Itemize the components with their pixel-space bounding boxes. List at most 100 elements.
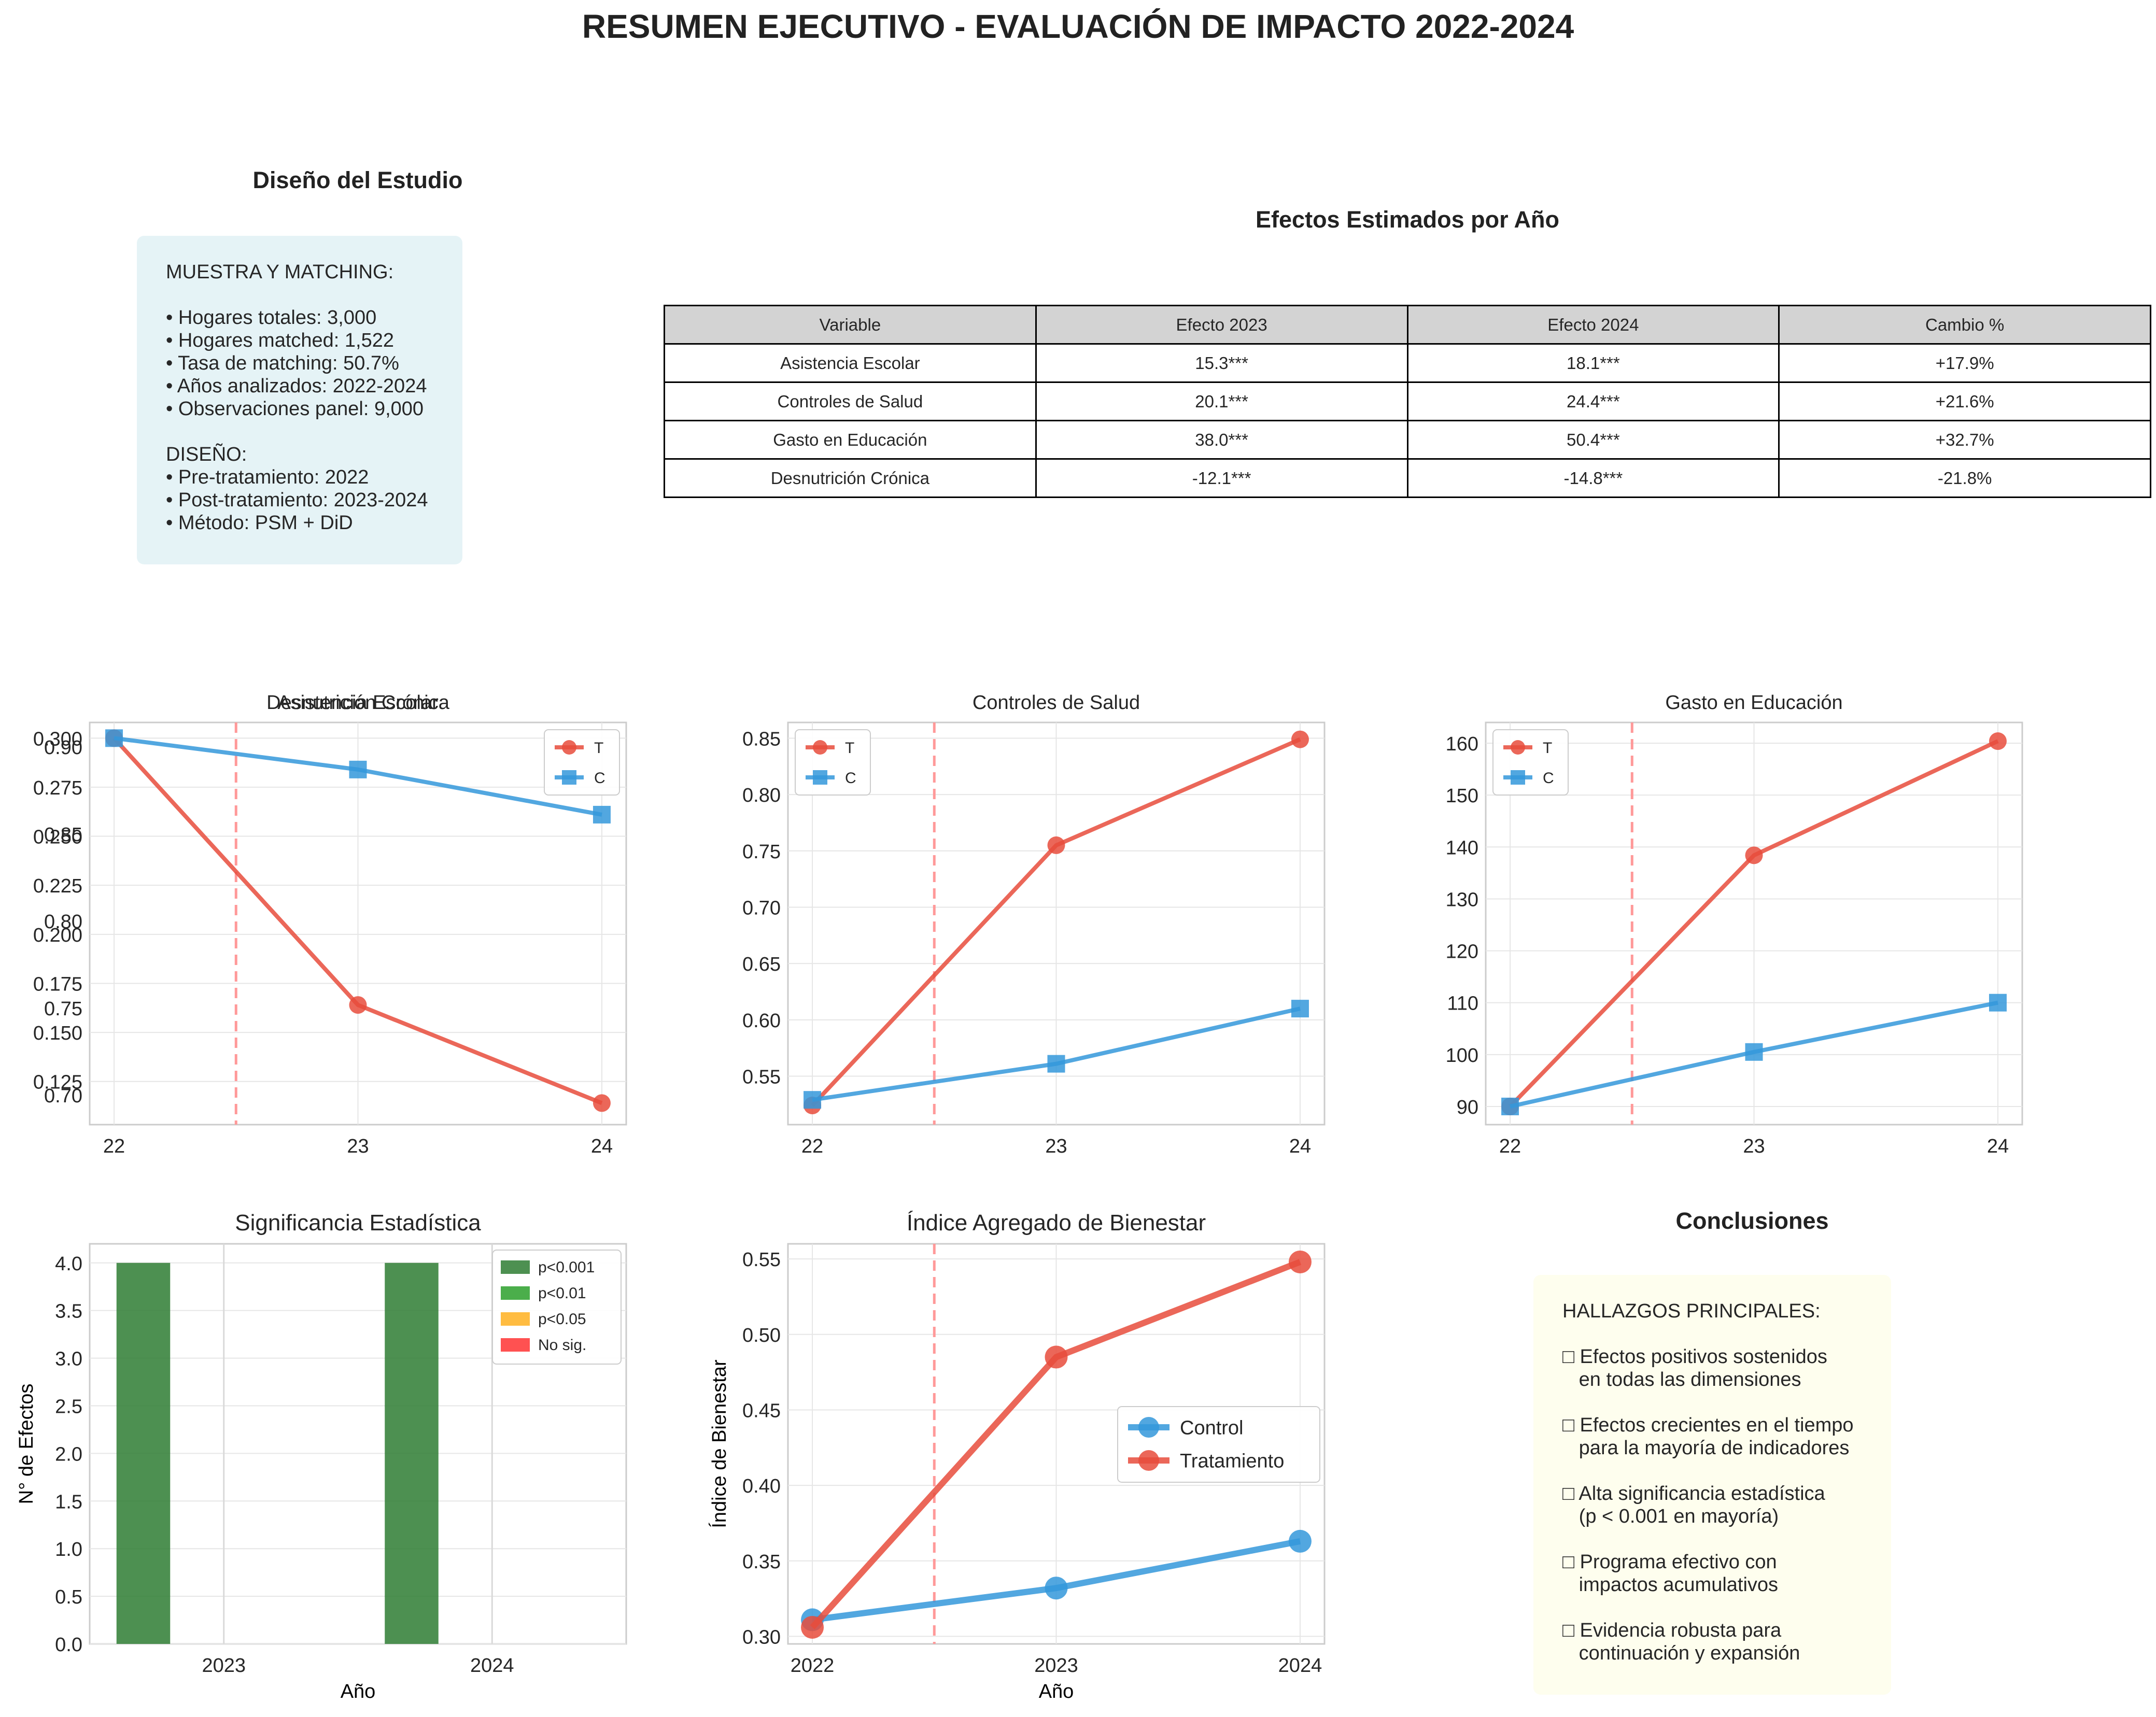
sig-legend-swatch — [501, 1338, 530, 1352]
panel1-point — [349, 996, 367, 1014]
sig-ytick-label: 1.5 — [55, 1491, 82, 1513]
sig-ytick-label: 3.0 — [55, 1349, 82, 1370]
table-cell: Asistencia Escolar — [664, 343, 1037, 383]
panel2-ytick-label: 0.65 — [742, 954, 781, 975]
table-cell: 15.3*** — [1035, 343, 1408, 383]
sig-ytick-label: 1.0 — [55, 1539, 82, 1560]
sig-ytick-label: 2.0 — [55, 1443, 82, 1465]
panel3-xtick-label: 22 — [1499, 1136, 1521, 1157]
panel3-legend — [1492, 729, 1569, 796]
panel3-ytick-label: 160 — [1446, 733, 1478, 755]
conclusion-line: (p < 0.001 en mayoría) — [1562, 1506, 1779, 1527]
panel2-ytick-label: 0.70 — [742, 897, 781, 919]
panel1-xtick-label: 23 — [347, 1136, 369, 1157]
panel3-ytick-label: 130 — [1446, 889, 1478, 911]
sig-legend — [492, 1250, 622, 1365]
index-point — [1045, 1345, 1068, 1369]
design-panel-title: Diseño del Estudio — [252, 167, 463, 193]
panel1-ytick-label: 0.200 — [33, 925, 82, 946]
design-info-line: • Hogares totales: 3,000 — [166, 307, 377, 329]
index-legend-marker — [1138, 1417, 1159, 1438]
sig-xtick-label: 2024 — [470, 1655, 514, 1677]
panel1-ytick-label: 0.225 — [33, 875, 82, 897]
panel1-ytick-label: 0.250 — [33, 827, 82, 848]
conclusion-line: continuación y expansión — [1562, 1642, 1800, 1664]
design-info-line: • Pre-tratamiento: 2022 — [166, 466, 369, 488]
panel2-point — [1291, 1000, 1309, 1018]
table-cell: +32.7% — [1778, 420, 2151, 460]
panel2-point — [1291, 730, 1309, 748]
panel1-legend-label: C — [594, 770, 605, 787]
panel2-legend-label: T — [845, 740, 854, 757]
index-xtick-label: 2023 — [1034, 1655, 1078, 1677]
panel3-xtick-label: 24 — [1987, 1136, 2009, 1157]
panel2-legend-label: C — [845, 770, 856, 787]
panel2-title: Controles de Salud — [973, 692, 1140, 714]
table-cell: +17.9% — [1778, 343, 2151, 383]
panel1-point — [593, 1094, 611, 1112]
panel1-overlap-title: Asistencia Escolar — [277, 692, 439, 714]
index-point — [1045, 1577, 1068, 1600]
index-ytick-label: 0.50 — [742, 1325, 781, 1346]
table-cell: Controles de Salud — [664, 381, 1037, 421]
design-info-line: MUESTRA Y MATCHING: — [166, 261, 394, 283]
sig-ytick-label: 0.5 — [55, 1586, 82, 1608]
sig-ytick-label: 4.0 — [55, 1253, 82, 1275]
design-info-line: DISEÑO: — [166, 444, 247, 465]
panel2-xtick-label: 22 — [801, 1136, 823, 1157]
conclusion-line: □ Efectos positivos sostenidos — [1562, 1346, 1827, 1368]
panel2-point — [804, 1091, 822, 1109]
panel2-ytick-label: 0.60 — [742, 1010, 781, 1032]
conclusion-line: □ Efectos crecientes en el tiempo — [1562, 1414, 1854, 1436]
conclusion-line: impactos acumulativos — [1562, 1574, 1779, 1596]
design-info-line: • Tasa de matching: 50.7% — [166, 352, 399, 374]
table-cell: 18.1*** — [1406, 343, 1780, 383]
index-legend-label: Control — [1180, 1417, 1244, 1439]
panel2-xtick-label: 23 — [1045, 1136, 1067, 1157]
conclusions-box: HALLAZGOS PRINCIPALES: □ Efectos positiv… — [1533, 1275, 1891, 1695]
panel1-legend — [544, 729, 620, 796]
design-info-line: • Método: PSM + DiD — [166, 512, 353, 534]
panel3-legend-label: T — [1543, 740, 1552, 757]
panel1-point — [349, 760, 367, 778]
index-point — [1288, 1250, 1312, 1273]
panel1-ytick-label: 0.175 — [33, 973, 82, 995]
panel1-overlap-ytick-label: 0.85 — [44, 824, 82, 846]
panel3-ytick-label: 90 — [1457, 1097, 1478, 1118]
panel3-legend-label: C — [1543, 770, 1554, 787]
panel2-legend — [795, 729, 871, 796]
index-xlabel: Año — [1039, 1681, 1074, 1702]
header-variable: Variable — [664, 305, 1037, 345]
table-row: Gasto en Educación 38.0*** 50.4*** +32.7… — [664, 420, 2151, 460]
panel3-title: Gasto en Educación — [1665, 692, 1842, 714]
table-cell: -21.8% — [1778, 458, 2151, 498]
table-cell: 20.1*** — [1035, 381, 1408, 421]
panel3-legend-marker — [1511, 770, 1525, 785]
table-cell: -12.1*** — [1035, 458, 1408, 498]
index-ytick-label: 0.30 — [742, 1626, 781, 1648]
conclusion-line: □ Programa efectivo con — [1562, 1551, 1777, 1573]
panel2-ytick-label: 0.75 — [742, 841, 781, 863]
panel1-ytick-label: 0.125 — [33, 1072, 82, 1094]
panel1-point — [593, 805, 611, 824]
sig-ytick-label: 2.5 — [55, 1396, 82, 1417]
table-cell: -14.8*** — [1406, 458, 1780, 498]
panel1-xtick-label: 22 — [103, 1136, 125, 1157]
panel3-point — [1501, 1097, 1519, 1115]
table-row: Asistencia Escolar 15.3*** 18.1*** +17.9… — [664, 343, 2151, 383]
table-cell: Gasto en Educación — [664, 420, 1037, 460]
table-cell: 24.4*** — [1406, 381, 1780, 421]
table-row: Desnutrición Crónica -12.1*** -14.8*** -… — [664, 458, 2151, 498]
design-info-line: • Hogares matched: 1,522 — [166, 330, 394, 351]
table-cell: 38.0*** — [1035, 420, 1408, 460]
design-info-line: • Observaciones panel: 9,000 — [166, 398, 424, 420]
panel1-title: Desnutrición Crónica — [266, 692, 450, 714]
sig-legend-label: p<0.001 — [538, 1259, 595, 1276]
sig-legend-swatch — [501, 1260, 530, 1274]
conclusion-line: □ Alta significancia estadística — [1562, 1483, 1825, 1505]
index-title: Índice Agregado de Bienestar — [907, 1210, 1206, 1236]
panel1-overlap-ytick-label: 0.75 — [44, 998, 82, 1020]
header-effect-2023: Efecto 2023 — [1035, 305, 1408, 345]
panel1-xtick-label: 24 — [591, 1136, 613, 1157]
